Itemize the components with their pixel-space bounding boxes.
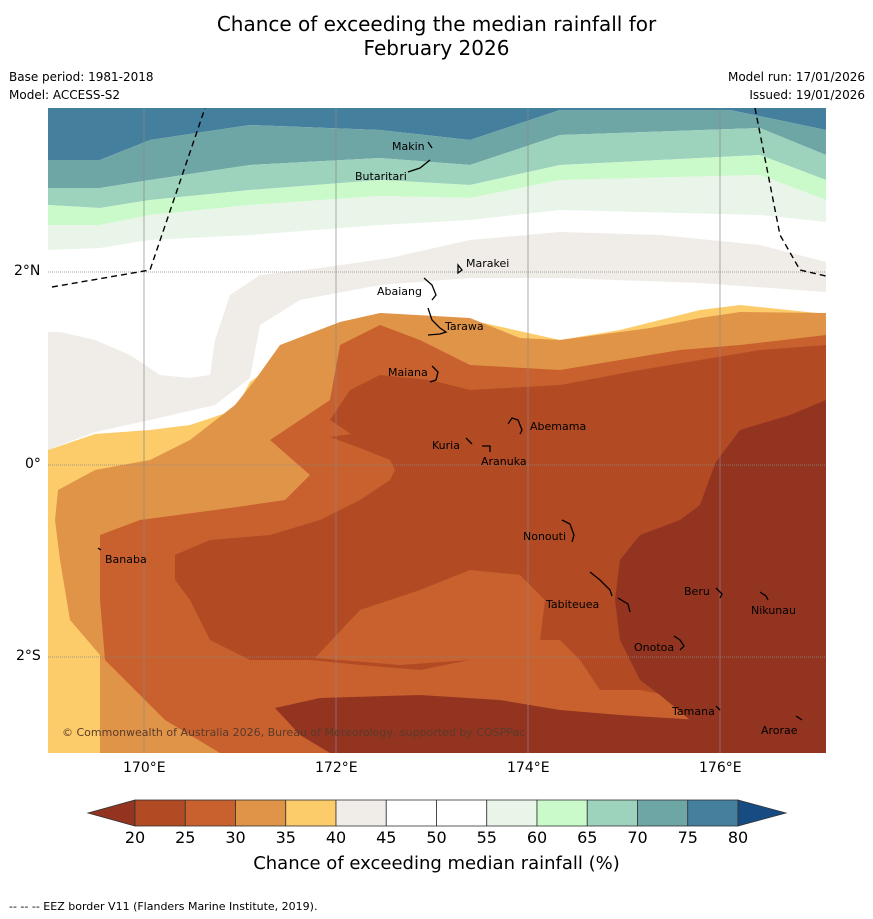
tarawa-outline xyxy=(427,307,448,336)
colorbar-tick-label: 80 xyxy=(727,828,749,847)
label-butaritari: Butaritari xyxy=(355,170,407,183)
abaiang-outline xyxy=(423,277,437,301)
label-banaba: Banaba xyxy=(105,553,147,566)
colorbar-cell xyxy=(436,799,488,827)
colorbar-cell xyxy=(486,799,538,827)
lon-label-170: 170°E xyxy=(123,760,166,776)
island-labels: Makin Butaritari Marakei Abaiang Tarawa … xyxy=(105,140,798,737)
colorbar-cell xyxy=(134,799,186,827)
aranuka-outline xyxy=(482,445,491,452)
colorbar-cell xyxy=(285,799,337,827)
label-nikunau: Nikunau xyxy=(751,604,796,617)
lon-label-172: 172°E xyxy=(315,760,358,776)
colorbar-cell xyxy=(586,799,638,827)
colorbar-tick-label: 55 xyxy=(476,828,497,847)
band-60-65 xyxy=(48,155,826,225)
title-line-2: February 2026 xyxy=(363,36,510,60)
band-25-30-pocket xyxy=(315,570,545,665)
band-65-70 xyxy=(48,128,826,208)
model-run: Model run: 17/01/2026 xyxy=(727,70,865,84)
lon-label-176: 176°E xyxy=(699,760,742,776)
colorbar-tick-label: 40 xyxy=(325,828,347,847)
colorbar-cell xyxy=(385,799,437,827)
colorbar-cell xyxy=(335,799,387,827)
band-20-25-centre xyxy=(330,385,780,540)
tabiteuea-outline xyxy=(589,571,631,613)
colorbar-tick-label: 45 xyxy=(376,828,397,847)
kuria-outline xyxy=(465,437,473,445)
label-maiana: Maiana xyxy=(388,366,428,379)
graticule xyxy=(48,108,826,753)
base-period: Base period: 1981-2018 xyxy=(9,70,154,84)
label-tamana: Tamana xyxy=(671,705,715,718)
tamana-outline xyxy=(715,705,721,711)
band-55-60 xyxy=(48,175,826,250)
abemama-outline xyxy=(507,417,523,435)
colorbar-tick-label: 50 xyxy=(426,828,447,847)
label-kuria: Kuria xyxy=(432,439,460,452)
beru-outline xyxy=(715,587,723,599)
butaritari-outline xyxy=(407,159,431,173)
label-abemama: Abemama xyxy=(530,420,586,433)
label-abaiang: Abaiang xyxy=(377,285,422,298)
colorbar-tick-label: 20 xyxy=(124,828,146,847)
colorbar-cell xyxy=(235,799,287,827)
lon-label-174: 174°E xyxy=(507,760,550,776)
band-75-80 xyxy=(48,108,826,160)
colorbar-cell xyxy=(637,799,689,827)
colorbar-high-extend xyxy=(737,799,788,827)
maiana-outline xyxy=(429,365,439,383)
label-nonouti: Nonouti xyxy=(523,530,566,543)
colorbar-cell xyxy=(687,799,739,827)
colorbar-tick-label: 65 xyxy=(577,828,598,847)
arorae-outline xyxy=(795,715,803,721)
copyright: © Commonwealth of Australia 2026, Bureau… xyxy=(62,726,525,739)
title-line-1: Chance of exceeding the median rainfall … xyxy=(216,12,657,36)
band-70-75 xyxy=(48,110,826,188)
colorbar-tick-label: 35 xyxy=(275,828,296,847)
meta-right: Model run: 17/01/2026 Issued: 19/01/2026 xyxy=(728,68,865,104)
onotoa-outline xyxy=(673,635,685,651)
banaba-outline xyxy=(97,547,102,551)
label-arorae: Arorae xyxy=(761,724,798,737)
band-40-45 xyxy=(48,232,826,450)
eez-border xyxy=(51,108,826,288)
colorbar-tick-label: 70 xyxy=(627,828,648,847)
contour-fill xyxy=(48,108,826,753)
label-onotoa: Onotoa xyxy=(634,641,674,654)
makin-outline xyxy=(427,141,433,149)
footer-note: -- -- -- EEZ border V11 (Flanders Marine… xyxy=(9,900,318,913)
colorbar-tick-label: 25 xyxy=(175,828,196,847)
colorbar-tick-label: 30 xyxy=(225,828,246,847)
label-beru: Beru xyxy=(684,585,710,598)
label-tarawa: Tarawa xyxy=(444,320,484,333)
map-title: Chance of exceeding the median rainfall … xyxy=(0,12,873,60)
nonouti-outline xyxy=(561,519,575,543)
nikunau-outline xyxy=(759,591,769,601)
label-tabiteuea: Tabiteuea xyxy=(545,598,599,611)
band-lt20-south xyxy=(275,695,826,753)
lat-label-0: 0° xyxy=(25,456,41,472)
label-aranuka: Aranuka xyxy=(481,455,527,468)
label-marakei: Marakei xyxy=(466,257,509,270)
issued-date: Issued: 19/01/2026 xyxy=(749,88,865,102)
lat-label-2n: 2°N xyxy=(14,263,41,279)
colorbar-title: Chance of exceeding median rainfall (%) xyxy=(253,853,620,874)
lat-label-2s: 2°S xyxy=(16,648,41,664)
marakei-outline xyxy=(457,263,463,275)
band-lt20-east xyxy=(615,400,826,753)
colorbar-cell xyxy=(536,799,588,827)
colorbar-tick-label: 75 xyxy=(677,828,698,847)
model-name: Model: ACCESS-S2 xyxy=(9,88,121,102)
island-outlines xyxy=(97,141,803,721)
colorbar xyxy=(86,799,788,827)
colorbar-tick-label: 60 xyxy=(526,828,548,847)
colorbar-cell xyxy=(184,799,236,827)
meta-left: Base period: 1981-2018 Model: ACCESS-S2 xyxy=(9,68,154,104)
colorbar-low-extend xyxy=(86,799,136,827)
label-makin: Makin xyxy=(392,140,425,153)
